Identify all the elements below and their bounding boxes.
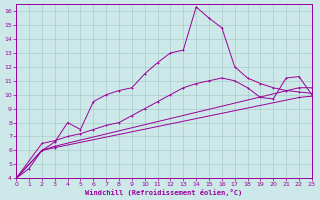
X-axis label: Windchill (Refroidissement éolien,°C): Windchill (Refroidissement éolien,°C) [85,189,243,196]
